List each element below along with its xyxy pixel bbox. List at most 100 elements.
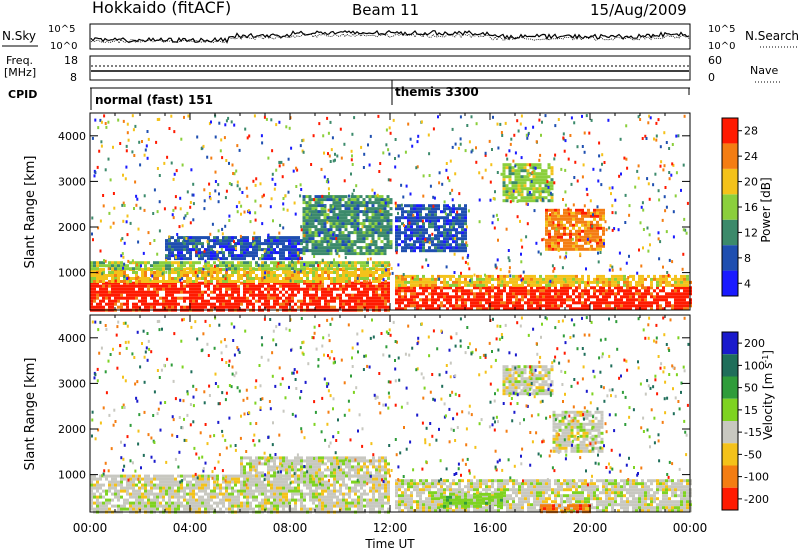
cell [599, 247, 602, 251]
cell [569, 304, 572, 308]
speckle [654, 172, 657, 176]
cell [294, 248, 297, 252]
cell [318, 264, 321, 268]
cell [545, 247, 548, 251]
cell [410, 243, 413, 247]
cell [135, 261, 138, 265]
cell [641, 295, 644, 299]
cell [505, 166, 509, 170]
cell [362, 213, 366, 217]
cell [174, 239, 177, 243]
cell [485, 280, 488, 284]
cell [686, 274, 689, 278]
cell [508, 175, 512, 179]
cell [626, 307, 629, 311]
cell [255, 245, 258, 249]
speckle [549, 191, 552, 195]
cell [162, 284, 165, 288]
cell [153, 296, 156, 300]
speckle [224, 224, 227, 228]
cell [96, 290, 99, 294]
cell [279, 242, 282, 246]
cell [291, 281, 294, 285]
cell [294, 251, 297, 255]
cell [599, 244, 602, 248]
cell [120, 280, 123, 283]
cell [326, 252, 330, 256]
cell [599, 208, 602, 212]
cell [123, 290, 126, 294]
speckle [468, 267, 471, 271]
cell [569, 247, 572, 251]
speckle [97, 226, 100, 230]
cell [213, 271, 216, 274]
cell [620, 307, 623, 311]
cell [111, 264, 114, 268]
cell [425, 231, 428, 235]
cell [228, 267, 231, 271]
cell [311, 219, 315, 223]
cell [344, 201, 348, 205]
cell [315, 305, 318, 309]
cell [302, 249, 306, 253]
speckle [652, 183, 655, 187]
speckle [180, 137, 183, 141]
cell [557, 235, 560, 239]
cell [320, 198, 324, 202]
cell [530, 277, 533, 281]
cell [309, 261, 312, 265]
speckle [351, 192, 354, 196]
cell [440, 304, 443, 308]
cell [252, 254, 255, 258]
cell [189, 254, 192, 258]
cell [584, 292, 587, 296]
cell [509, 289, 512, 293]
cell [273, 284, 276, 288]
cell [216, 305, 219, 309]
cell [93, 290, 96, 294]
cell [291, 239, 294, 243]
noise-panel-frame [89, 23, 691, 50]
cell [599, 235, 602, 239]
cell [401, 280, 404, 284]
speckle [332, 159, 335, 163]
cell [461, 304, 464, 308]
cell [264, 254, 267, 258]
cell [563, 277, 566, 281]
speckle [645, 137, 648, 140]
cell [668, 280, 671, 284]
cell [195, 268, 198, 271]
cell [551, 274, 554, 278]
cell [659, 280, 662, 284]
speckle [196, 274, 199, 278]
cell [192, 239, 195, 243]
cell [503, 307, 506, 311]
speckle [611, 268, 614, 272]
cell [111, 305, 114, 309]
speckle [408, 221, 411, 225]
cell [479, 301, 482, 305]
speckle [603, 161, 606, 164]
cell [216, 254, 219, 258]
cell [683, 286, 686, 290]
cell [234, 290, 237, 294]
speckle [121, 203, 124, 207]
speckle [659, 164, 662, 168]
cell [548, 277, 551, 281]
cell [383, 216, 387, 220]
cell [311, 204, 315, 208]
cell [635, 292, 638, 296]
cell [123, 271, 126, 274]
speckle [208, 182, 211, 186]
cell [581, 244, 584, 248]
speckle [97, 126, 100, 130]
speckle [134, 180, 137, 184]
cell [219, 305, 222, 309]
speckle [137, 275, 140, 279]
cell [341, 249, 345, 253]
cell [114, 271, 117, 274]
speckle [356, 276, 359, 280]
cell [375, 299, 378, 303]
speckle [465, 241, 468, 245]
cell [219, 284, 222, 288]
